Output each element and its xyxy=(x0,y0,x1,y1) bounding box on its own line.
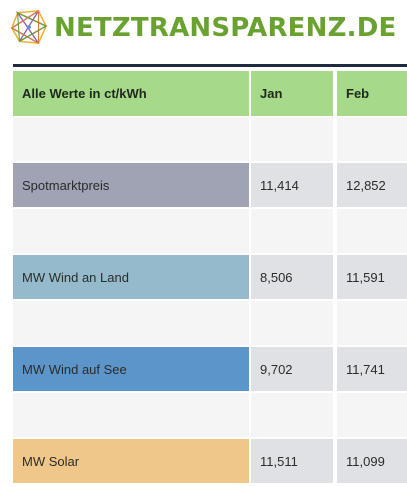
spacer-cell xyxy=(13,393,249,437)
value-feb: 11,591 xyxy=(337,255,407,299)
row-label-wind-auf-see: MW Wind auf See xyxy=(13,347,249,391)
header-cell-feb: Feb xyxy=(337,71,407,116)
netztransparenz-logo-icon[interactable] xyxy=(10,9,48,47)
spacer-row xyxy=(13,301,407,347)
spacer-row xyxy=(13,209,407,255)
spacer-cell xyxy=(251,301,333,345)
spacer-cell xyxy=(13,117,249,161)
value-feb: 12,852 xyxy=(337,163,407,207)
spacer-cell xyxy=(337,117,407,161)
spacer-cell xyxy=(337,393,407,437)
table-row: MW Solar 11,511 11,099 xyxy=(13,439,407,485)
price-table: Alle Werte in ct/kWh Jan Feb Spotmarktpr… xyxy=(13,71,407,485)
value-feb: 11,741 xyxy=(337,347,407,391)
header-cell-jan: Jan xyxy=(251,71,333,116)
row-label-spotmarktpreis: Spotmarktpreis xyxy=(13,163,249,207)
site-brand-title[interactable]: NETZTRANSPARENZ.DE xyxy=(54,13,397,43)
table-row: MW Wind auf See 9,702 11,741 xyxy=(13,347,407,393)
header-divider xyxy=(13,64,407,67)
spacer-cell xyxy=(337,301,407,345)
header-cell-unit: Alle Werte in ct/kWh xyxy=(13,71,249,116)
row-label-wind-an-land: MW Wind an Land xyxy=(13,255,249,299)
site-header: NETZTRANSPARENZ.DE xyxy=(10,6,396,50)
spacer-row xyxy=(13,393,407,439)
row-label-solar: MW Solar xyxy=(13,439,249,483)
table-row: MW Wind an Land 8,506 11,591 xyxy=(13,255,407,301)
spacer-row xyxy=(13,117,407,163)
value-jan: 11,414 xyxy=(251,163,333,207)
value-jan: 9,702 xyxy=(251,347,333,391)
spacer-cell xyxy=(251,209,333,253)
table-row: Spotmarktpreis 11,414 12,852 xyxy=(13,163,407,209)
value-jan: 8,506 xyxy=(251,255,333,299)
spacer-cell xyxy=(251,117,333,161)
spacer-cell xyxy=(13,301,249,345)
spacer-cell xyxy=(251,393,333,437)
spacer-cell xyxy=(337,209,407,253)
table-header-row: Alle Werte in ct/kWh Jan Feb xyxy=(13,71,407,117)
value-feb: 11,099 xyxy=(337,439,407,483)
value-jan: 11,511 xyxy=(251,439,333,483)
spacer-cell xyxy=(13,209,249,253)
